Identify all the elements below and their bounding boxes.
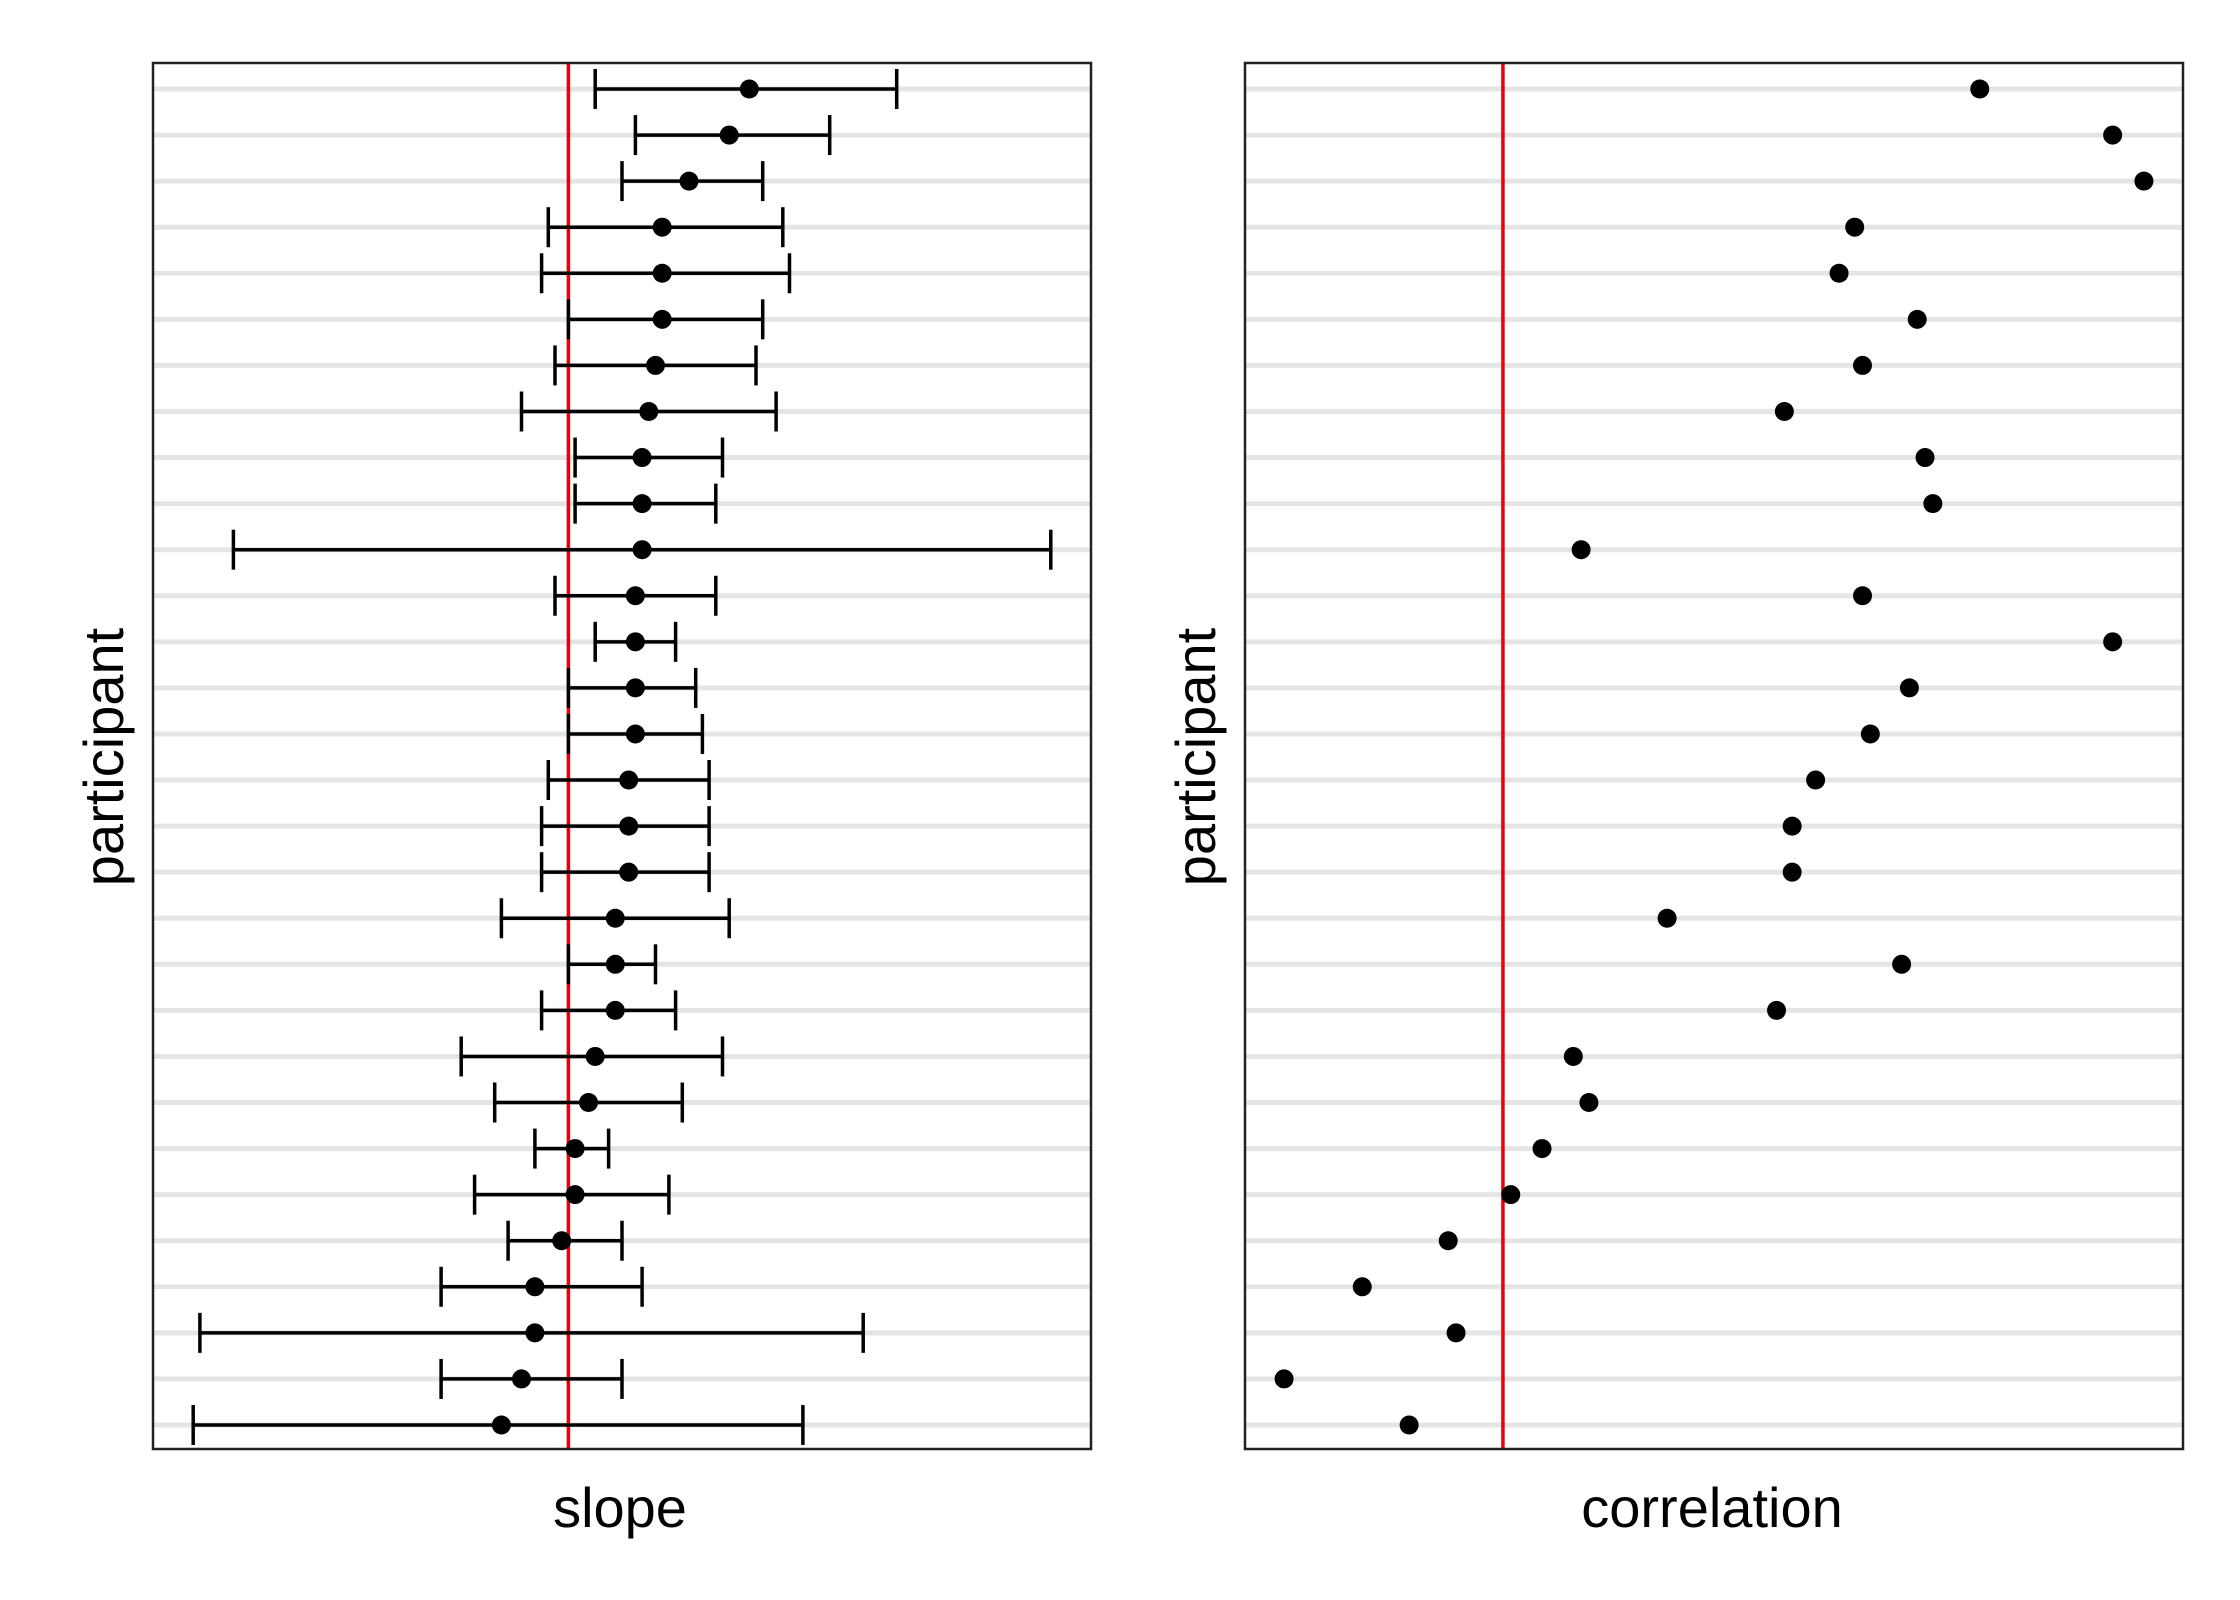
correlation-data-point (1563, 1046, 1583, 1066)
correlation-data-point (2103, 125, 2123, 145)
slope-data-point (512, 1369, 531, 1389)
slope-data-point (579, 1093, 598, 1113)
slope-data-point (625, 724, 645, 744)
correlation-data-point (1907, 309, 1927, 329)
correlation-data-point (1845, 217, 1865, 237)
correlation-data-point (1892, 954, 1912, 974)
slope-data-point (632, 448, 652, 468)
correlation-data-point (1532, 1139, 1552, 1159)
correlation-data-point (1438, 1231, 1458, 1251)
slope-data-point (739, 79, 759, 99)
slope-data-point (625, 678, 645, 698)
slope-data-point (625, 586, 645, 606)
slope-data-point (652, 309, 672, 329)
slope-data-point (585, 1046, 605, 1066)
correlation-data-point (1915, 448, 1935, 468)
slope-data-point (619, 862, 639, 882)
slope-data-point (632, 540, 652, 560)
slope-data-point (639, 401, 659, 421)
slope-data-point (625, 632, 645, 652)
slope-data-point (652, 263, 672, 283)
slope-data-point (619, 816, 639, 836)
correlation-panel: participant correlation (1164, 61, 2185, 1539)
slope-panel: participant slope (72, 61, 1093, 1539)
slope-data-point (652, 217, 672, 237)
correlation-data-point (1923, 494, 1943, 514)
slope-data-point (605, 908, 625, 928)
slope-data-point (491, 1415, 511, 1435)
correlation-panel-frame (1243, 61, 2185, 1451)
correlation-data-point (1774, 401, 1794, 421)
correlation-data-point (1657, 908, 1677, 928)
correlation-data-point (1782, 862, 1802, 882)
slope-data-point (525, 1277, 545, 1297)
correlation-data-point (1274, 1369, 1294, 1389)
correlation-data-point (1579, 1093, 1599, 1113)
slope-data-point (565, 1139, 585, 1159)
slope-data-point (719, 125, 739, 145)
correlation-y-axis-title: participant (1164, 627, 1227, 886)
slope-x-axis-title: slope (553, 1476, 687, 1539)
slope-data-point (632, 494, 652, 514)
correlation-data-point (1853, 355, 1873, 375)
slope-data-point (552, 1231, 572, 1251)
slope-data-point (679, 171, 699, 191)
correlation-data-point (1571, 540, 1591, 560)
slope-data-point (605, 1000, 625, 1020)
slope-panel-frame (151, 61, 1093, 1451)
slope-data-point (525, 1323, 545, 1343)
correlation-data-point (1860, 724, 1880, 744)
correlation-data-point (2103, 632, 2123, 652)
correlation-data-point (1399, 1415, 1419, 1435)
correlation-data-point (1352, 1277, 1372, 1297)
correlation-data-point (1782, 816, 1802, 836)
correlation-x-axis-title: correlation (1581, 1476, 1842, 1539)
correlation-data-point (1899, 678, 1919, 698)
correlation-data-point (2134, 171, 2154, 191)
correlation-data-point (1970, 79, 1990, 99)
slope-y-axis-title: participant (72, 627, 135, 886)
correlation-data-point (1829, 263, 1849, 283)
correlation-data-point (1853, 586, 1873, 606)
correlation-data-point (1767, 1000, 1787, 1020)
slope-data-point (565, 1185, 585, 1205)
slope-data-point (605, 954, 625, 974)
correlation-data-point (1501, 1185, 1521, 1205)
correlation-data-point (1446, 1323, 1466, 1343)
correlation-data-point (1806, 770, 1826, 790)
slope-data-point (619, 770, 639, 790)
slope-data-point (646, 355, 665, 375)
